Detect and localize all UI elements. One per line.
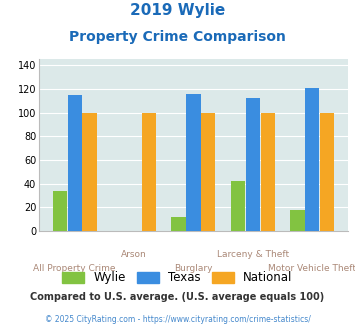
Bar <box>171 217 186 231</box>
Bar <box>246 98 260 231</box>
Text: Larceny & Theft: Larceny & Theft <box>217 250 289 259</box>
Text: Burglary: Burglary <box>174 264 213 273</box>
Bar <box>67 95 82 231</box>
Bar <box>290 210 305 231</box>
Bar <box>201 113 215 231</box>
Bar <box>186 94 201 231</box>
Bar <box>320 113 334 231</box>
Text: 2019 Wylie: 2019 Wylie <box>130 3 225 18</box>
Bar <box>142 113 156 231</box>
Bar <box>231 181 245 231</box>
Bar <box>53 191 67 231</box>
Legend: Wylie, Texas, National: Wylie, Texas, National <box>58 267 297 289</box>
Text: All Property Crime: All Property Crime <box>33 264 116 273</box>
Bar <box>305 88 320 231</box>
Text: © 2025 CityRating.com - https://www.cityrating.com/crime-statistics/: © 2025 CityRating.com - https://www.city… <box>45 315 310 324</box>
Text: Motor Vehicle Theft: Motor Vehicle Theft <box>268 264 355 273</box>
Bar <box>261 113 275 231</box>
Text: Compared to U.S. average. (U.S. average equals 100): Compared to U.S. average. (U.S. average … <box>31 292 324 302</box>
Text: Arson: Arson <box>121 250 147 259</box>
Text: Property Crime Comparison: Property Crime Comparison <box>69 30 286 44</box>
Bar <box>82 113 97 231</box>
